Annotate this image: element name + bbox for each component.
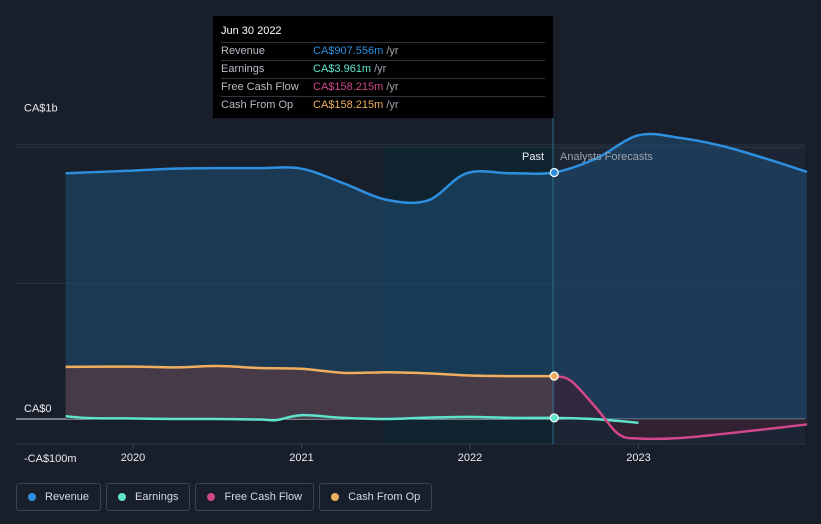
tooltip-row-label: Free Cash Flow <box>221 81 299 93</box>
highlight-points <box>549 167 559 423</box>
tooltip-row-unit: /yr <box>386 45 399 57</box>
tooltip-row-value: CA$158.215m <box>313 81 384 93</box>
x-axis-labels: 2020 2021 2022 2023 <box>121 444 651 464</box>
earnings-line <box>65 413 639 425</box>
free-cash-flow-line <box>553 374 808 441</box>
tooltip-row: Earnings CA$3.961m/yr <box>221 60 545 78</box>
tooltip-row-unit: /yr <box>374 63 387 75</box>
tooltip-row-value: CA$158.215m <box>313 99 384 111</box>
legend-label: Free Cash Flow <box>224 491 303 503</box>
earnings-point <box>549 413 559 423</box>
legend: Revenue Earnings Free Cash Flow Cash From O… <box>16 483 433 511</box>
legend-item-free-cash-flow[interactable]: Free Cash Flow <box>195 483 315 511</box>
series-lines <box>65 132 808 441</box>
tooltip-row-label: Cash From Op <box>221 99 294 111</box>
tooltip-row-value: CA$3.961m <box>313 63 372 75</box>
legend-dot-icon <box>118 493 127 501</box>
x-tick-label: 2021 <box>289 452 313 464</box>
tooltip-row-unit: /yr <box>386 81 399 93</box>
legend-dot-icon <box>207 493 216 501</box>
legend-item-cash-from-op[interactable]: Cash From Op <box>319 483 433 511</box>
tooltip-row: Revenue CA$907.556m/yr <box>221 42 545 60</box>
cash-from-op-point <box>549 371 559 381</box>
y-tick-label: -CA$100m <box>24 453 77 465</box>
revenue-area <box>65 134 808 419</box>
revenue-line <box>65 132 808 205</box>
legend-item-revenue[interactable]: Revenue <box>16 483 102 511</box>
y-tick-label: CA$0 <box>24 403 52 415</box>
tooltip-row-unit: /yr <box>386 99 399 111</box>
cash-from-op-line <box>65 364 555 378</box>
legend-dot-icon <box>28 493 36 501</box>
tooltip-row-value: CA$907.556m <box>313 45 384 57</box>
x-tick-label: 2020 <box>121 452 145 464</box>
legend-label: Cash From Op <box>348 491 421 503</box>
forecast-label: Analysts Forecasts <box>560 151 653 163</box>
tooltip-date: Jun 30 2022 <box>221 25 282 37</box>
legend-dot-icon <box>331 493 340 501</box>
tooltip-row-label: Revenue <box>221 45 266 57</box>
past-label: Past <box>522 151 544 163</box>
tooltip-row: Cash From Op CA$158.215m/yr <box>221 96 545 114</box>
legend-label: Earnings <box>135 491 179 503</box>
legend-label: Revenue <box>45 491 90 503</box>
revenue-point <box>549 167 559 178</box>
cash-from-op-area <box>65 366 555 419</box>
free-cash-flow-area <box>554 376 807 439</box>
legend-item-earnings[interactable]: Earnings <box>106 483 191 511</box>
y-tick-label: CA$1b <box>24 102 58 114</box>
tooltip-row-label: Earnings <box>221 63 265 75</box>
tooltip-row: Free Cash Flow CA$158.215m/yr <box>221 78 545 96</box>
x-tick-label: 2022 <box>458 452 482 464</box>
x-tick-label: 2023 <box>626 452 650 464</box>
series-areas <box>65 134 808 439</box>
y-axis-labels: CA$1b CA$0 -CA$100m <box>24 102 77 465</box>
tooltip: Jun 30 2022 Revenue CA$907.556m/yr Earning… <box>213 16 553 118</box>
